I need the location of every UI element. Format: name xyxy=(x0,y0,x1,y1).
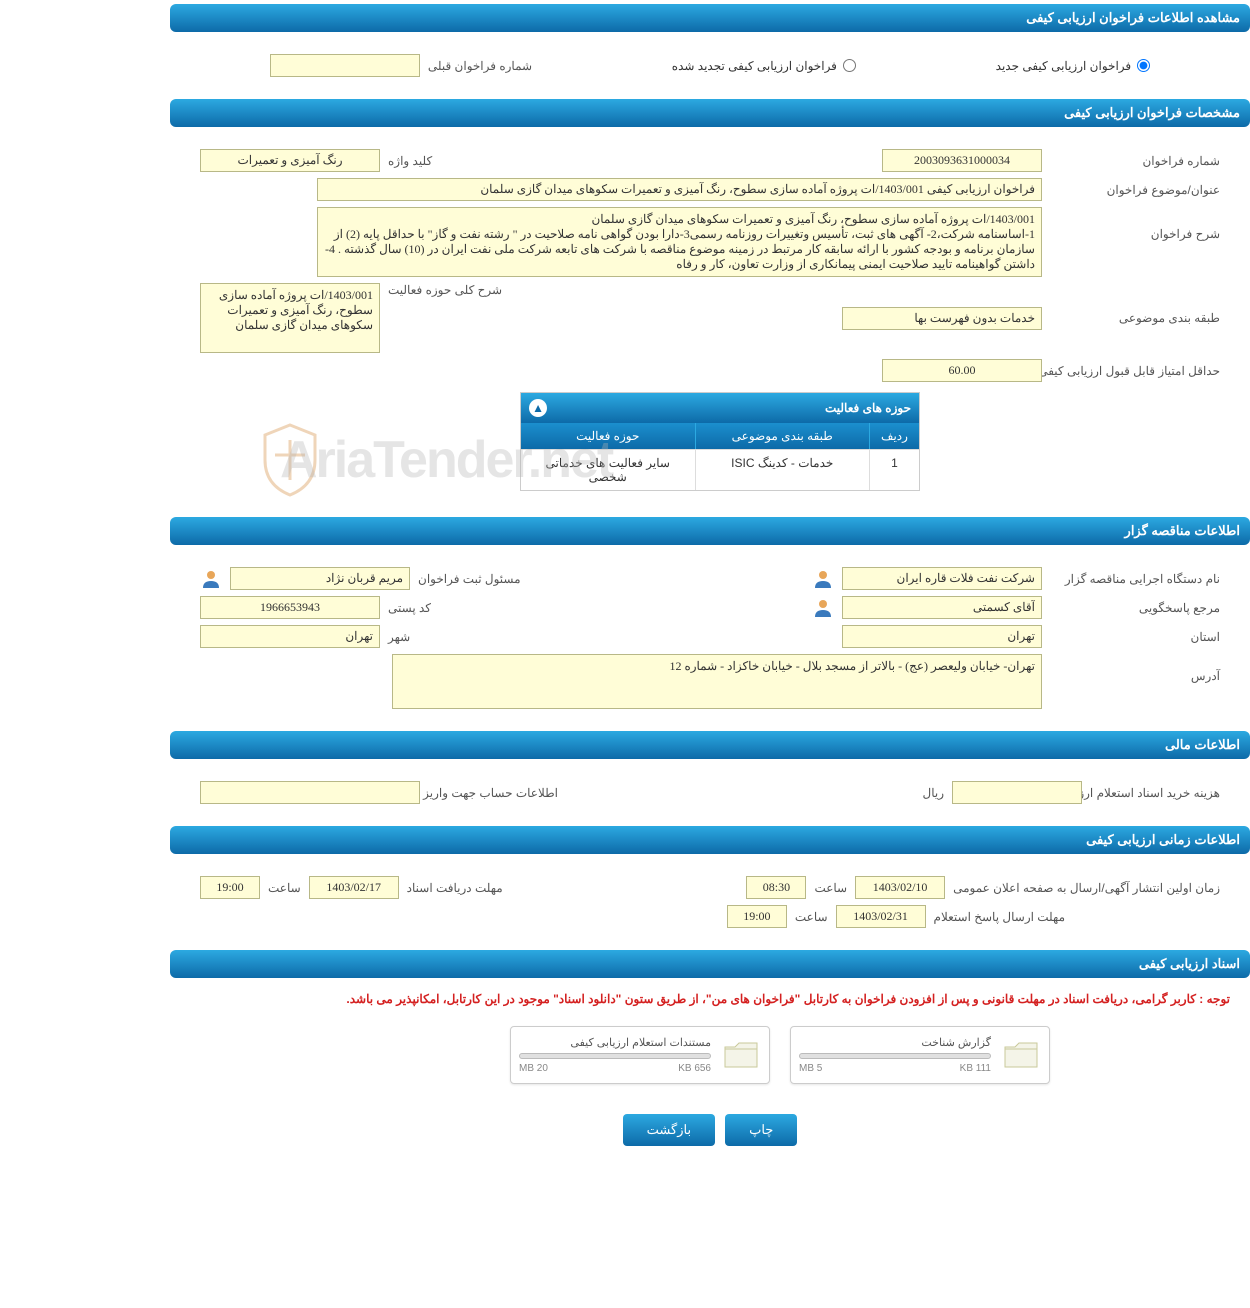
file-max: 5 MB xyxy=(799,1063,822,1074)
file-title: مستندات استعلام ارزیابی کیفی xyxy=(519,1036,711,1049)
radio-renewed[interactable]: فراخوان ارزیابی کیفی تجدید شده xyxy=(672,59,856,73)
table-row: 1 خدمات - کدینگ ISIC سایر فعالیت های خدم… xyxy=(521,449,919,490)
back-button[interactable]: بازگشت xyxy=(623,1114,715,1146)
province-label: استان xyxy=(1050,630,1220,644)
notice-text: توجه : کاربر گرامی، دریافت اسناد در مهلت… xyxy=(170,982,1250,1016)
file-size: 656 KB xyxy=(678,1063,711,1074)
description-textarea[interactable]: 1403/001/ات پروژه آماده سازی سطوح، رنگ آ… xyxy=(317,207,1042,277)
radio-new[interactable]: فراخوان ارزیابی کیفی جدید xyxy=(996,59,1150,73)
min-score-label: حداقل امتیاز قابل قبول ارزیابی کیفی xyxy=(1050,364,1220,378)
account-info-label: اطلاعات حساب جهت واریز هزینه خرید اسناد xyxy=(428,786,558,800)
docs-section-header: اسناد ارزیابی کیفی xyxy=(170,950,1250,978)
org-name-input[interactable] xyxy=(842,567,1042,590)
city-label: شهر xyxy=(388,630,410,644)
organizer-section-header: اطلاعات مناقصه گزار xyxy=(170,517,1250,545)
account-info-input[interactable] xyxy=(200,781,420,804)
file-size: 111 KB xyxy=(960,1063,991,1074)
page-title: مشاهده اطلاعات فراخوان ارزیابی کیفی xyxy=(170,4,1250,32)
folder-icon xyxy=(721,1035,761,1075)
org-name-label: نام دستگاه اجرایی مناقصه گزار xyxy=(1050,572,1220,586)
purchase-cost-input[interactable] xyxy=(952,781,1082,804)
registrar-input[interactable] xyxy=(230,567,410,590)
user-icon xyxy=(200,568,222,590)
receive-deadline-label: مهلت دریافت اسناد xyxy=(407,881,503,895)
address-label: آدرس xyxy=(1050,654,1220,683)
th-category: طبقه بندی موضوعی xyxy=(695,423,870,449)
radio-renewed-label: فراخوان ارزیابی کیفی تجدید شده xyxy=(672,59,837,73)
prev-number-label: شماره فراخوان قبلی xyxy=(428,59,532,73)
spec-content: شماره فراخوان کلید واژه عنوان/موضوع فراخ… xyxy=(170,131,1250,513)
responder-label: مرجع پاسخگویی xyxy=(1050,601,1220,615)
financial-section-header: اطلاعات مالی xyxy=(170,731,1250,759)
first-pub-time-input[interactable] xyxy=(746,876,806,899)
time-label-3: ساعت xyxy=(795,910,828,924)
spec-section-header: مشخصات فراخوان ارزیابی کیفی xyxy=(170,99,1250,127)
time-label-1: ساعت xyxy=(814,881,847,895)
activity-table: حوزه های فعالیت ▲ ردیف طبقه بندی موضوعی … xyxy=(520,392,920,491)
first-pub-label: زمان اولین انتشار آگهی/ارسال به صفحه اعل… xyxy=(953,881,1220,895)
activity-desc-label: شرح کلی حوزه فعالیت xyxy=(388,283,502,297)
th-activity: حوزه فعالیت xyxy=(521,423,695,449)
td-activity: سایر فعالیت های خدماتی شخصی xyxy=(521,449,695,490)
print-button[interactable]: چاپ xyxy=(725,1114,797,1146)
city-input[interactable] xyxy=(200,625,380,648)
registrar-label: مسئول ثبت فراخوان xyxy=(418,572,521,586)
keyword-input[interactable] xyxy=(200,149,380,172)
activity-desc-textarea[interactable]: 1403/001/ات پروژه آماده سازی سطوح، رنگ آ… xyxy=(200,283,380,353)
timing-section-header: اطلاعات زمانی ارزیابی کیفی xyxy=(170,826,1250,854)
currency-label: ریال xyxy=(922,786,944,800)
radio-renewed-input[interactable] xyxy=(843,59,856,72)
response-deadline-label: مهلت ارسال پاسخ استعلام xyxy=(934,910,1065,924)
file-card[interactable]: گزارش شناخت 111 KB 5 MB xyxy=(790,1026,1050,1084)
file-title: گزارش شناخت xyxy=(799,1036,991,1049)
file-progress xyxy=(519,1053,711,1059)
activity-table-title: حوزه های فعالیت xyxy=(825,401,911,415)
collapse-icon[interactable]: ▲ xyxy=(529,399,547,417)
category-input[interactable] xyxy=(842,307,1042,330)
title-input[interactable] xyxy=(317,178,1042,201)
folder-icon xyxy=(1001,1035,1041,1075)
file-card[interactable]: مستندات استعلام ارزیابی کیفی 656 KB 20 M… xyxy=(510,1026,770,1084)
responder-input[interactable] xyxy=(842,596,1042,619)
time-label-2: ساعت xyxy=(268,881,301,895)
file-max: 20 MB xyxy=(519,1063,548,1074)
timing-content: زمان اولین انتشار آگهی/ارسال به صفحه اعل… xyxy=(170,858,1250,946)
response-deadline-date-input[interactable] xyxy=(836,905,926,928)
receive-deadline-time-input[interactable] xyxy=(200,876,260,899)
files-row: گزارش شناخت 111 KB 5 MB مستندات استعلام … xyxy=(170,1016,1250,1094)
receive-deadline-date-input[interactable] xyxy=(309,876,399,899)
tender-number-label: شماره فراخوان xyxy=(1050,154,1220,168)
postal-input[interactable] xyxy=(200,596,380,619)
type-selector-row: فراخوان ارزیابی کیفی جدید فراخوان ارزیاب… xyxy=(170,36,1250,95)
keyword-label: کلید واژه xyxy=(388,154,432,168)
description-label: شرح فراخوان xyxy=(1050,207,1220,241)
button-row: چاپ بازگشت xyxy=(170,1094,1250,1166)
prev-number-input[interactable] xyxy=(270,54,420,77)
radio-new-input[interactable] xyxy=(1137,59,1150,72)
th-idx: ردیف xyxy=(869,423,919,449)
user-icon xyxy=(812,597,834,619)
purchase-cost-label: هزینه خرید اسناد استعلام ارزیابی کیفی xyxy=(1090,786,1220,800)
postal-label: کد پستی xyxy=(388,601,431,615)
td-category: خدمات - کدینگ ISIC xyxy=(695,449,870,490)
radio-new-label: فراخوان ارزیابی کیفی جدید xyxy=(996,59,1131,73)
title-label: عنوان/موضوع فراخوان xyxy=(1050,183,1220,197)
min-score-input[interactable] xyxy=(882,359,1042,382)
tender-number-input[interactable] xyxy=(882,149,1042,172)
prev-number-field: شماره فراخوان قبلی xyxy=(270,54,532,77)
organizer-content: نام دستگاه اجرایی مناقصه گزار مسئول ثبت … xyxy=(170,549,1250,727)
address-textarea[interactable]: تهران- خیابان ولیعصر (عج) - بالاتر از مس… xyxy=(392,654,1042,709)
file-progress xyxy=(799,1053,991,1059)
category-label: طبقه بندی موضوعی xyxy=(1050,311,1220,325)
first-pub-date-input[interactable] xyxy=(855,876,945,899)
td-idx: 1 xyxy=(869,449,919,490)
user-icon xyxy=(812,568,834,590)
province-input[interactable] xyxy=(842,625,1042,648)
financial-content: هزینه خرید اسناد استعلام ارزیابی کیفی ری… xyxy=(170,763,1250,822)
response-deadline-time-input[interactable] xyxy=(727,905,787,928)
